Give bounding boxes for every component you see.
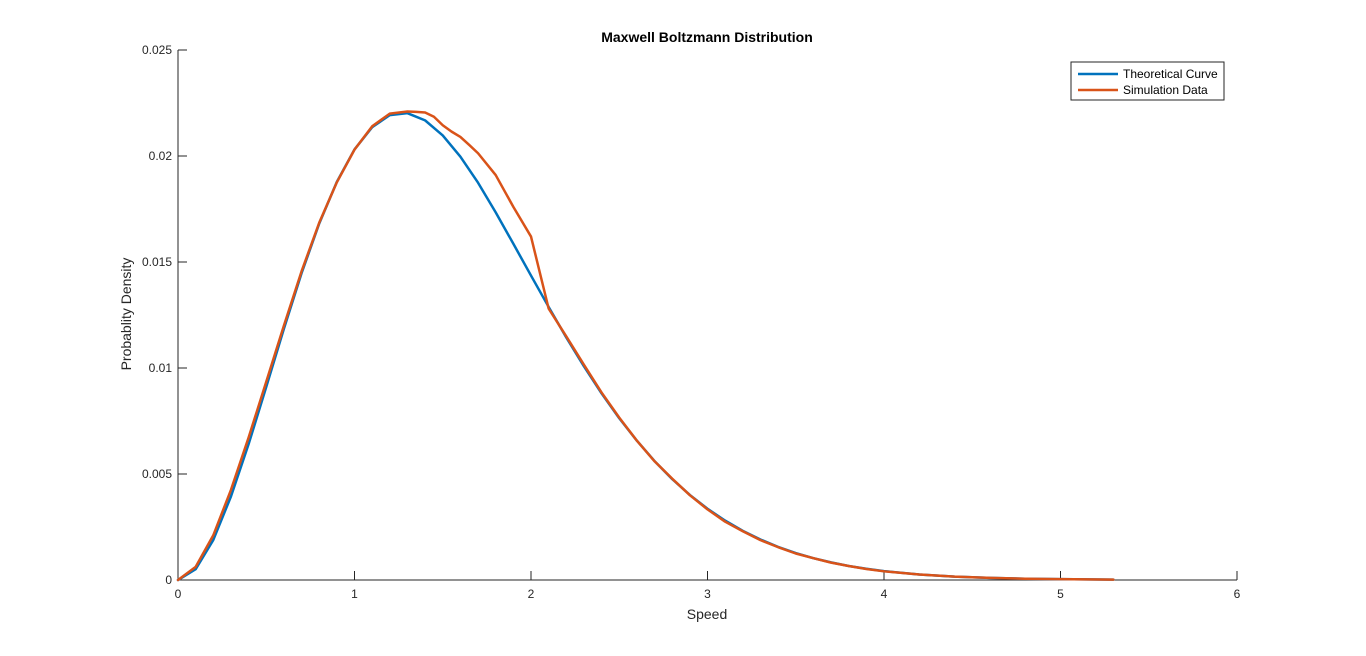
y-tick-label: 0.02	[149, 149, 173, 163]
x-tick-label: 6	[1234, 587, 1241, 601]
y-tick-label: 0.015	[142, 255, 172, 269]
legend-label-theoretical-curve: Theoretical Curve	[1123, 67, 1218, 81]
legend[interactable]: Theoretical Curve Simulation Data	[1071, 62, 1224, 100]
chart-title: Maxwell Boltzmann Distribution	[601, 29, 813, 45]
x-axis-label: Speed	[687, 606, 727, 622]
y-tick-label: 0.025	[142, 43, 172, 57]
y-tick-label: 0	[165, 573, 172, 587]
legend-label-simulation-data: Simulation Data	[1123, 83, 1208, 97]
x-tick-label: 2	[528, 587, 535, 601]
x-tick-label: 4	[881, 587, 888, 601]
y-axis-label: Probablity Density	[118, 258, 134, 371]
y-tick-label: 0.005	[142, 467, 172, 481]
x-tick-label: 0	[175, 587, 182, 601]
y-tick-label: 0.01	[149, 361, 173, 375]
x-tick-label: 5	[1057, 587, 1064, 601]
x-tick-label: 1	[351, 587, 358, 601]
x-tick-label: 3	[704, 587, 711, 601]
